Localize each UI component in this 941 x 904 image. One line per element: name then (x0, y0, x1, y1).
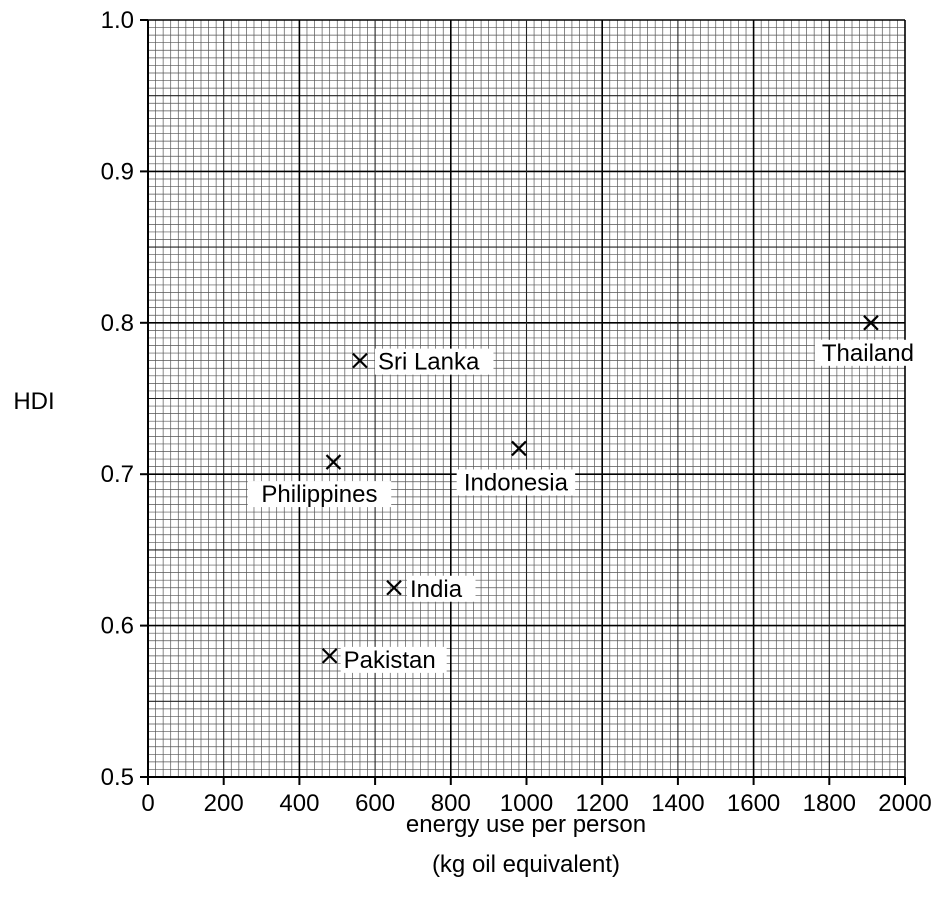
point-indonesia: Indonesia (456, 440, 576, 496)
x-tick-label: 600 (355, 790, 395, 817)
data-points: Sri Lanka Thailand Philippines Indonesia Ind… (247, 315, 921, 674)
x-marker (511, 440, 527, 457)
x-tick-label: 800 (431, 790, 471, 817)
point-label-bg (456, 469, 576, 496)
point-label: India (410, 576, 463, 603)
x-tick-label: 1800 (803, 790, 856, 817)
point-india: India (386, 575, 476, 603)
axes (140, 19, 906, 785)
x-tick-labels: 0 200 400 600 800 1000 1200 1400 1600 1800 2000 (141, 790, 931, 817)
point-label-bg (407, 575, 476, 602)
y-tick-label: 0.5 (101, 764, 134, 791)
x-tick-label: 1200 (576, 790, 629, 817)
point-label: Indonesia (464, 469, 569, 496)
point-label: Thailand (822, 340, 914, 367)
point-sri-lanka: Sri Lanka (352, 348, 494, 376)
x-axis-label-line1: energy use per person (406, 811, 646, 838)
x-tick-label: 1000 (500, 790, 553, 817)
y-tick-label: 0.9 (101, 158, 134, 185)
y-tick-label: 0.7 (101, 461, 134, 488)
x-marker (352, 352, 368, 369)
x-tick-label: 200 (204, 790, 244, 817)
point-label-bg (374, 348, 494, 375)
point-label-bg (814, 339, 921, 366)
y-tick-label: 0.8 (101, 310, 134, 337)
x-marker (325, 454, 342, 470)
x-tick-label: 1600 (727, 790, 780, 817)
x-tick-label: 2000 (878, 790, 931, 817)
point-label: Sri Lanka (378, 349, 480, 376)
point-philippines: Philippines (247, 454, 392, 508)
x-axis-label-line2: (kg oil equivalent) (432, 851, 620, 878)
major-grid (147, 19, 906, 778)
x-marker (386, 579, 402, 596)
y-tick-labels: 0.5 0.6 0.7 0.8 0.9 1.0 (101, 7, 134, 791)
x-marker (863, 315, 879, 331)
y-tick-label: 0.6 (101, 613, 134, 640)
x-tick-label: 1400 (651, 790, 704, 817)
point-label-bg (247, 481, 392, 508)
y-axis-label: HDI (13, 388, 54, 415)
point-pakistan: Pakistan (321, 646, 447, 674)
point-label: Philippines (261, 481, 377, 508)
point-thailand: Thailand (814, 315, 921, 367)
x-marker (321, 648, 338, 664)
x-tick-label: 0 (141, 790, 154, 817)
x-tick-label: 400 (279, 790, 319, 817)
y-tick-label: 1.0 (101, 7, 134, 34)
point-label-bg (340, 646, 447, 673)
point-label: Pakistan (344, 647, 436, 674)
